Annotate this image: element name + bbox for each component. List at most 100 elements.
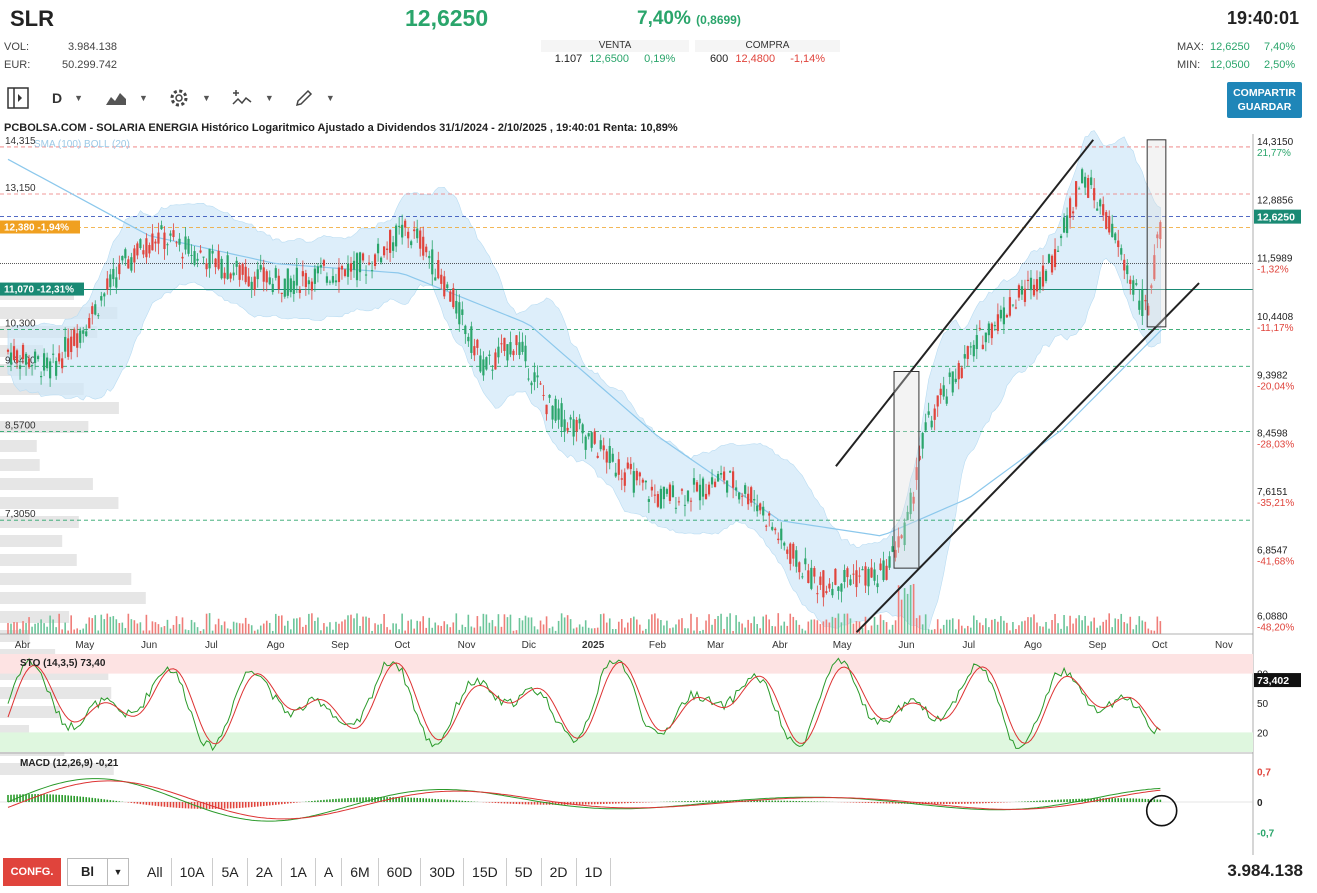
candle-body	[909, 492, 912, 515]
period-selector[interactable]: D ▼	[52, 86, 83, 110]
last-price-tag-label: 12,6250	[1257, 212, 1295, 224]
panel-toggle-icon	[7, 87, 29, 109]
volume-bar	[377, 624, 379, 634]
macd-histogram-bar	[359, 797, 361, 802]
macd-histogram-bar	[455, 800, 458, 802]
macd-histogram-bar	[287, 802, 289, 804]
volume-bar	[485, 614, 488, 634]
volume-bar	[675, 624, 677, 634]
candle-body	[262, 267, 265, 282]
candle-body	[771, 526, 774, 530]
macd-histogram-bar	[308, 801, 310, 802]
draw-selector[interactable]: ▼	[294, 86, 335, 110]
candle-body	[741, 495, 744, 497]
macd-histogram-bar	[578, 802, 581, 805]
macd-histogram-bar	[572, 802, 575, 805]
volume-bar	[118, 623, 121, 634]
volume-bar	[130, 619, 133, 634]
macd-histogram-bar	[795, 800, 798, 802]
candle-body	[145, 238, 148, 258]
macd-histogram-bar	[10, 794, 12, 802]
candle-body	[572, 419, 575, 437]
oversold-zone	[0, 732, 1253, 752]
scale-select[interactable]: Bl ▼	[67, 858, 129, 886]
macd-histogram-bar	[1060, 799, 1062, 802]
volume-bar	[1057, 623, 1059, 634]
volume-bar	[371, 630, 373, 634]
volume-bar	[305, 624, 307, 634]
volume-bar	[834, 617, 837, 634]
config-button[interactable]: CONFG.	[3, 858, 61, 886]
panel-toggle-button[interactable]	[6, 86, 30, 110]
candle-body	[1056, 250, 1060, 252]
macd-histogram-bar	[798, 801, 801, 802]
pencil-icon	[295, 89, 312, 107]
volume-bar	[1021, 621, 1023, 634]
macd-histogram-bar	[991, 802, 993, 803]
range-30d[interactable]: 30D	[421, 858, 465, 886]
range-a[interactable]: A	[316, 858, 343, 886]
candle-body	[1029, 277, 1033, 291]
volume-bar	[512, 630, 515, 634]
range-2d[interactable]: 2D	[542, 858, 577, 886]
candle-body	[831, 588, 834, 596]
candle-body	[527, 378, 530, 380]
macd-histogram-bar	[1117, 798, 1120, 802]
range-1d[interactable]: 1D	[577, 858, 612, 886]
macd-histogram-bar	[323, 799, 325, 802]
volume-bar	[801, 628, 804, 634]
volume-bar	[70, 615, 72, 634]
macd-histogram-bar	[109, 800, 112, 802]
range-60d[interactable]: 60D	[379, 858, 422, 886]
share-save-button[interactable]: COMPARTIR GUARDAR	[1227, 82, 1302, 118]
candle-body	[1087, 178, 1090, 198]
volume-bar	[912, 583, 915, 634]
macd-panel: MACD (12,26,9) -0,21 0,7 0 -0,7	[0, 758, 1275, 840]
settings-selector[interactable]: ▼	[168, 86, 211, 110]
volume-bar	[915, 618, 918, 634]
macd-histogram-bar	[927, 802, 930, 805]
candle-body	[112, 268, 115, 280]
right-level-pct: 21,77%	[1257, 148, 1291, 159]
candle-body	[984, 332, 987, 343]
candle-body	[205, 263, 208, 270]
macd-histogram-bar	[163, 802, 166, 807]
volume-bar	[157, 624, 160, 634]
candle-body	[449, 291, 452, 302]
range-5d[interactable]: 5D	[507, 858, 542, 886]
macd-histogram-bar	[106, 799, 109, 802]
macd-histogram-bar	[320, 800, 322, 802]
volume-bar	[810, 619, 813, 634]
macd-histogram-bar	[332, 799, 334, 802]
macd-histogram-bar	[855, 802, 858, 803]
range-5a[interactable]: 5A	[213, 858, 248, 886]
range-15d[interactable]: 15D	[464, 858, 507, 886]
chevron-down-icon: ▼	[325, 93, 335, 103]
macd-histogram-bar	[94, 798, 97, 802]
range-1a[interactable]: 1A	[282, 858, 316, 886]
range-6m[interactable]: 6M	[342, 858, 379, 886]
candle-body	[1002, 307, 1005, 325]
range-all[interactable]: All	[139, 858, 172, 886]
volume-bar	[455, 613, 458, 634]
volume-bar	[290, 629, 292, 634]
volume-profile-bar	[0, 554, 77, 566]
range-10a[interactable]: 10A	[172, 858, 214, 886]
price-chart[interactable]: 14,315 13,150 10,300 9,6400 8,5700 7,3050 12,3…	[0, 118, 1317, 856]
volume-bar	[536, 629, 539, 634]
candle-body	[479, 355, 482, 372]
candle-body	[789, 543, 792, 564]
macd-histogram-bar	[253, 802, 256, 807]
candle-body	[33, 351, 37, 363]
indicators-selector[interactable]: ▼	[231, 86, 274, 110]
volume-bar	[259, 625, 262, 634]
volume-bar	[226, 628, 229, 634]
volume-bar	[633, 616, 635, 634]
volume-bar	[732, 630, 734, 634]
macd-histogram-bar	[933, 802, 936, 805]
change-absolute: (0,8699)	[696, 13, 741, 27]
candle-body	[729, 471, 732, 473]
candle-body	[626, 462, 629, 469]
chart-type-selector[interactable]: ▼	[105, 86, 148, 110]
range-2a[interactable]: 2A	[248, 858, 282, 886]
